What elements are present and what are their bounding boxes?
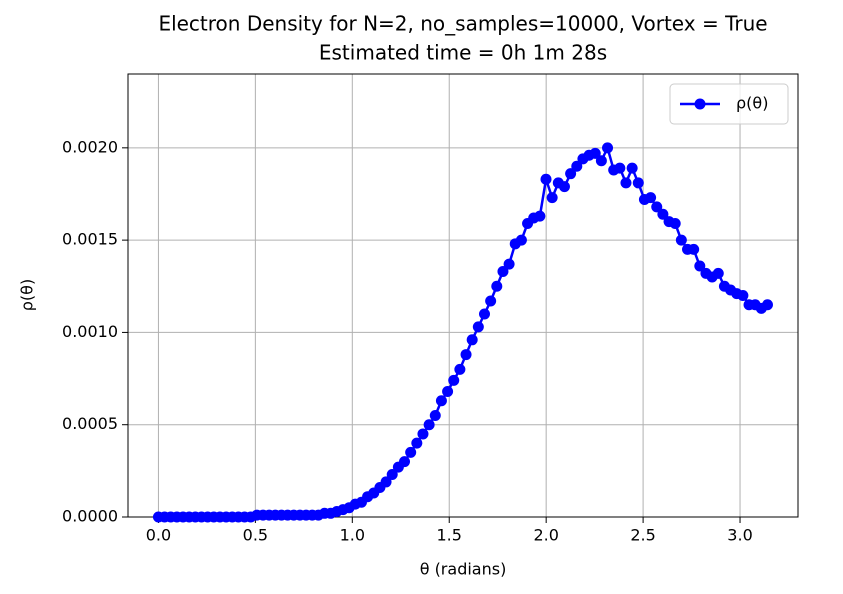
legend-label: ρ(θ) <box>736 94 768 113</box>
data-point <box>626 162 638 174</box>
plot-frame <box>127 73 799 518</box>
data-point <box>460 349 472 361</box>
y-axis-label: ρ(θ) <box>18 279 37 311</box>
data-point <box>534 210 546 222</box>
y-tick-label: 0.0015 <box>62 230 118 249</box>
data-point <box>466 334 478 346</box>
y-tick-label: 0.0000 <box>62 507 118 526</box>
data-point <box>558 181 570 193</box>
y-tick-label: 0.0020 <box>62 137 118 156</box>
x-tick-label: 2.0 <box>533 526 558 545</box>
data-point <box>423 419 435 431</box>
data-point <box>761 299 773 311</box>
data-point <box>651 201 663 213</box>
data-point <box>380 476 392 488</box>
data-point <box>491 280 503 292</box>
legend-marker <box>694 98 706 110</box>
data-point <box>448 374 460 386</box>
data-point <box>694 260 706 272</box>
data-point <box>712 267 724 279</box>
x-tick-label: 0.0 <box>146 526 171 545</box>
data-point <box>571 160 583 172</box>
x-axis-label: θ (radians) <box>420 560 507 579</box>
legend-box <box>669 83 789 125</box>
data-point <box>497 266 509 278</box>
data-point <box>429 409 441 421</box>
data-point <box>645 192 657 204</box>
data-point <box>435 395 447 407</box>
data-point <box>589 147 601 159</box>
data-point <box>454 363 466 375</box>
y-tick-label: 0.0010 <box>62 322 118 341</box>
data-point <box>515 234 527 246</box>
x-tick-label: 0.5 <box>243 526 268 545</box>
data-point <box>411 437 423 449</box>
data-point <box>688 243 700 255</box>
data-point <box>614 162 626 174</box>
data-point <box>540 173 552 185</box>
data-point <box>669 218 681 230</box>
x-tick-label: 1.0 <box>340 526 365 545</box>
data-point <box>675 234 687 246</box>
x-tick-label: 2.5 <box>630 526 655 545</box>
data-point <box>565 168 577 180</box>
data-point <box>657 208 669 220</box>
data-point <box>503 258 515 270</box>
y-tick-label: 0.0005 <box>62 414 118 433</box>
data-point <box>442 385 454 397</box>
legend: ρ(θ) <box>669 83 789 125</box>
chart-subtitle: Estimated time = 0h 1m 28s <box>319 41 607 65</box>
data-point <box>602 142 614 154</box>
data-point <box>478 308 490 320</box>
data-point <box>405 446 417 458</box>
data-point <box>472 321 484 333</box>
data-point <box>595 155 607 167</box>
data-point <box>632 177 644 189</box>
data-point <box>620 177 632 189</box>
data-point <box>399 456 411 468</box>
data-point <box>386 469 398 481</box>
chart-title: Electron Density for N=2, no_samples=100… <box>158 12 767 36</box>
data-point <box>737 290 749 301</box>
data-point <box>546 192 558 204</box>
x-tick-label: 1.5 <box>437 526 462 545</box>
x-tick-label: 3.0 <box>727 526 752 545</box>
data-point <box>485 295 497 307</box>
data-point <box>417 428 429 440</box>
